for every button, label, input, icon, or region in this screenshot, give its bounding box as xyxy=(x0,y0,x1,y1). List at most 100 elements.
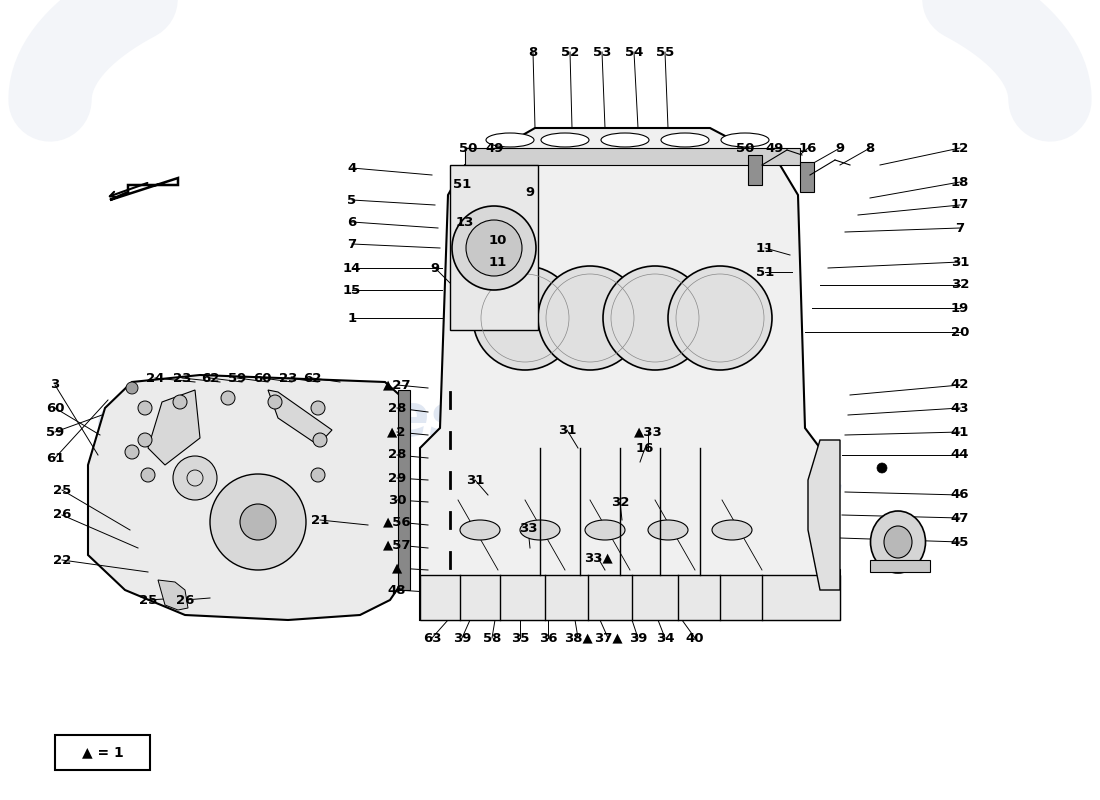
Text: 40: 40 xyxy=(685,631,704,645)
Ellipse shape xyxy=(712,520,752,540)
Text: 7: 7 xyxy=(956,222,965,234)
Text: 60: 60 xyxy=(253,371,272,385)
Text: 11: 11 xyxy=(756,242,774,254)
Ellipse shape xyxy=(520,520,560,540)
Text: 15: 15 xyxy=(343,283,361,297)
Ellipse shape xyxy=(720,133,769,147)
Circle shape xyxy=(141,468,155,482)
Polygon shape xyxy=(148,390,200,465)
Polygon shape xyxy=(158,580,188,610)
Text: 21: 21 xyxy=(311,514,329,526)
Circle shape xyxy=(314,433,327,447)
Text: 50: 50 xyxy=(736,142,755,154)
Text: 23: 23 xyxy=(173,371,191,385)
Circle shape xyxy=(466,220,522,276)
Text: 22: 22 xyxy=(53,554,72,566)
Text: 46: 46 xyxy=(950,489,969,502)
Polygon shape xyxy=(268,390,332,445)
Text: 43: 43 xyxy=(950,402,969,414)
Text: 39: 39 xyxy=(629,631,647,645)
Text: 17: 17 xyxy=(950,198,969,211)
Text: 49: 49 xyxy=(486,142,504,154)
Text: 18: 18 xyxy=(950,175,969,189)
Text: 31: 31 xyxy=(558,423,576,437)
Text: 34: 34 xyxy=(656,631,674,645)
Text: 39: 39 xyxy=(453,631,471,645)
Text: ▲33: ▲33 xyxy=(634,426,662,438)
Circle shape xyxy=(125,445,139,459)
Text: 55: 55 xyxy=(656,46,674,58)
Ellipse shape xyxy=(585,520,625,540)
Ellipse shape xyxy=(661,133,710,147)
Text: 32: 32 xyxy=(950,278,969,291)
Ellipse shape xyxy=(601,133,649,147)
Text: 23: 23 xyxy=(278,371,297,385)
Text: 14: 14 xyxy=(343,262,361,274)
Text: 50: 50 xyxy=(459,142,477,154)
Text: eurospares: eurospares xyxy=(96,391,464,449)
Text: 9: 9 xyxy=(430,262,440,274)
Text: eurospares: eurospares xyxy=(475,471,845,529)
Text: 32: 32 xyxy=(610,495,629,509)
Text: 47: 47 xyxy=(950,511,969,525)
Circle shape xyxy=(877,463,887,473)
Text: 28: 28 xyxy=(388,449,406,462)
Text: ▲57: ▲57 xyxy=(383,538,411,551)
Text: 33: 33 xyxy=(519,522,537,534)
Text: 29: 29 xyxy=(388,471,406,485)
Text: 31: 31 xyxy=(465,474,484,486)
Text: ▲ = 1: ▲ = 1 xyxy=(81,746,123,759)
Text: 53: 53 xyxy=(593,46,612,58)
Text: 52: 52 xyxy=(561,46,579,58)
Text: 3: 3 xyxy=(51,378,59,391)
Text: 44: 44 xyxy=(950,449,969,462)
Text: 59: 59 xyxy=(228,371,246,385)
Text: 63: 63 xyxy=(422,631,441,645)
Text: 25: 25 xyxy=(53,483,72,497)
Circle shape xyxy=(452,206,536,290)
Ellipse shape xyxy=(486,133,534,147)
Circle shape xyxy=(311,468,324,482)
Circle shape xyxy=(311,401,324,415)
Text: 26: 26 xyxy=(176,594,195,606)
Text: 36: 36 xyxy=(539,631,558,645)
Text: 41: 41 xyxy=(950,426,969,438)
Text: 11: 11 xyxy=(488,255,507,269)
Text: 6: 6 xyxy=(348,215,356,229)
Text: 49: 49 xyxy=(766,142,784,154)
Bar xyxy=(870,560,930,572)
Text: ▲27: ▲27 xyxy=(383,378,411,391)
Circle shape xyxy=(668,266,772,370)
Ellipse shape xyxy=(884,526,912,558)
Text: 28: 28 xyxy=(388,402,406,414)
Text: 48: 48 xyxy=(387,583,406,597)
Text: 62: 62 xyxy=(201,371,219,385)
Text: 62: 62 xyxy=(302,371,321,385)
Text: 25: 25 xyxy=(139,594,157,606)
Bar xyxy=(748,155,762,185)
Ellipse shape xyxy=(460,520,500,540)
Text: 42: 42 xyxy=(950,378,969,391)
Text: 31: 31 xyxy=(950,255,969,269)
Text: 60: 60 xyxy=(46,402,64,414)
Circle shape xyxy=(473,266,578,370)
Circle shape xyxy=(210,474,306,570)
Text: 30: 30 xyxy=(387,494,406,506)
Text: 5: 5 xyxy=(348,194,356,206)
Text: 8: 8 xyxy=(866,142,874,154)
Ellipse shape xyxy=(870,511,925,573)
Circle shape xyxy=(268,395,282,409)
Circle shape xyxy=(138,401,152,415)
Text: 16: 16 xyxy=(799,142,817,154)
Text: 16: 16 xyxy=(636,442,654,454)
Polygon shape xyxy=(465,148,800,165)
Text: 1: 1 xyxy=(348,311,356,325)
Circle shape xyxy=(173,456,217,500)
Polygon shape xyxy=(808,440,840,590)
Bar xyxy=(450,165,538,330)
Circle shape xyxy=(126,382,138,394)
Text: 7: 7 xyxy=(348,238,356,250)
Polygon shape xyxy=(88,375,405,620)
Circle shape xyxy=(221,391,235,405)
Text: 9: 9 xyxy=(835,142,845,154)
